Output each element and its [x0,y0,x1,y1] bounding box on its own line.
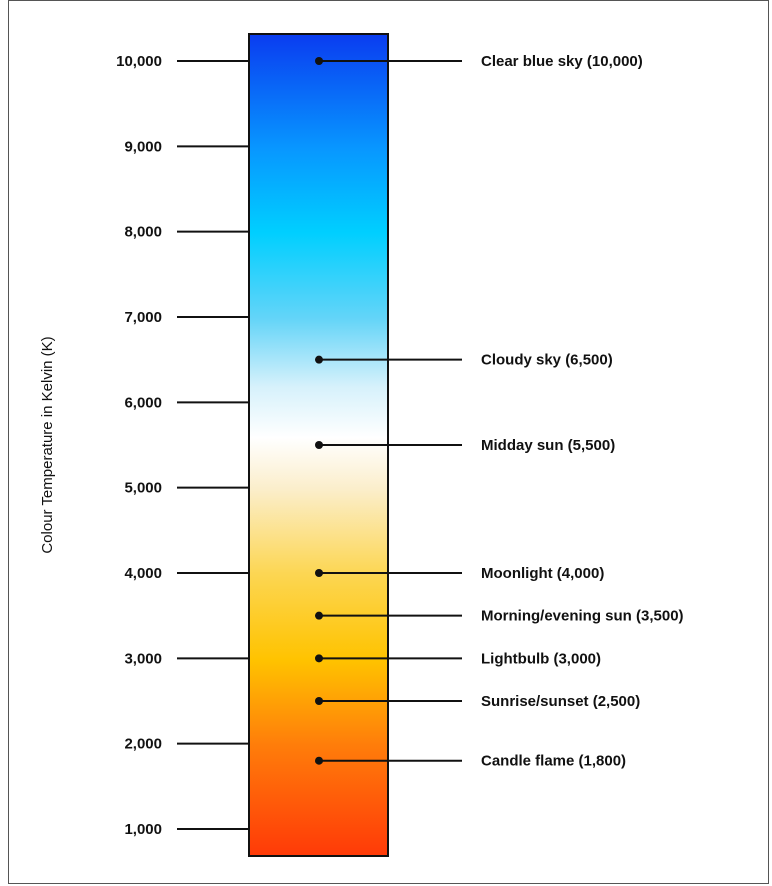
annotation-label: Morning/evening sun (3,500) [481,608,684,625]
tick-label: 7,000 [124,309,162,326]
annotation-point [315,441,323,449]
annotation-point [315,611,323,620]
annotation-point [315,654,323,663]
tick-label: 3,000 [124,650,162,667]
tick-label: 10,000 [116,53,162,70]
tick-label: 6,000 [124,394,162,411]
annotation-label: Lightbulb (3,000) [481,650,601,667]
tick-label: 9,000 [124,138,162,155]
annotation-point [315,756,323,765]
tick-label: 1,000 [124,821,162,838]
tick-label: 8,000 [124,224,162,241]
annotation-group: Clear blue sky (10,000) Cloudy sky (6,500… [315,53,684,770]
tick-label: 4,000 [124,565,162,582]
annotation-label: Sunrise/sunset (2,500) [481,693,640,710]
annotation-point [315,569,323,577]
annotation-point [315,57,323,65]
annotation-label: Moonlight (4,000) [481,565,604,582]
annotation-label: Clear blue sky (10,000) [481,53,643,70]
annotation-label: Cloudy sky (6,500) [481,352,613,369]
annotation-label: Midday sun (5,500) [481,437,615,454]
annotation-label: Candle flame (1,800) [481,753,626,770]
annotation-point [315,697,323,705]
tick-group: 10,000 9,000 8,000 7,000 6,000 5,000 4,000 3,00… [116,53,249,838]
tick-label: 2,000 [124,736,162,753]
y-axis-title: Colour Temperature in Kelvin (K) [39,336,56,553]
annotation-point [315,355,323,364]
tick-label: 5,000 [124,480,162,497]
